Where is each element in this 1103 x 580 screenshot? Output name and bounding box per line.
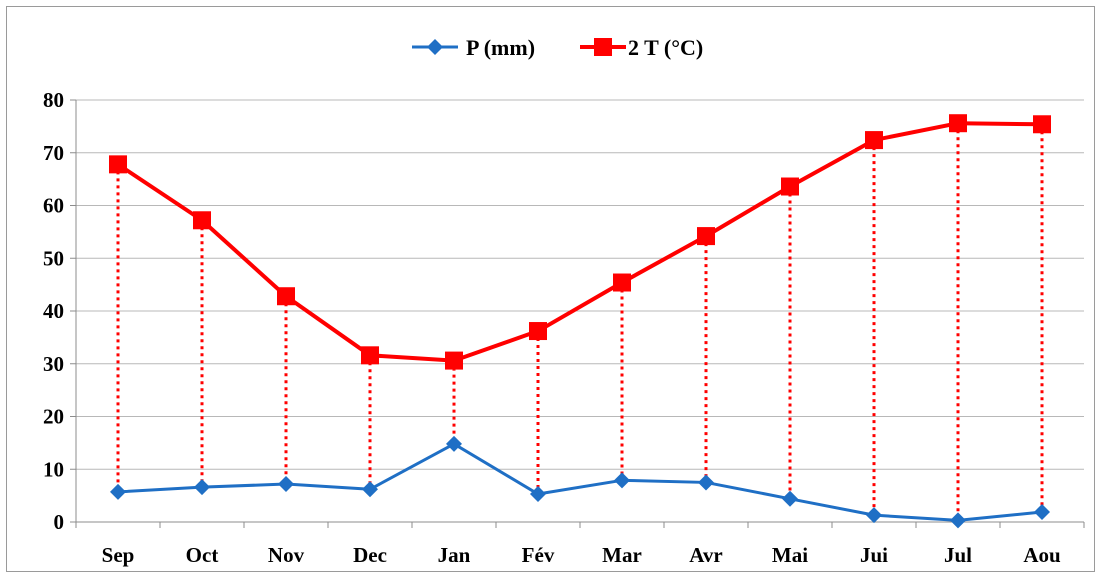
legend-marker-temperature (594, 38, 612, 56)
legend-label-precipitation: P (mm) (466, 35, 535, 60)
drop-lines (116, 123, 1044, 521)
data-point-precipitation (782, 490, 798, 507)
legend-label-temperature: 2 T (°C) (628, 35, 703, 60)
legend-marker-precipitation (427, 39, 443, 55)
x-tick-label: Mai (772, 543, 808, 567)
data-point-temperature (529, 322, 547, 341)
y-tick-label: 40 (43, 299, 64, 323)
data-point-precipitation (362, 481, 378, 498)
data-point-precipitation (194, 479, 210, 496)
x-tick-label: Mar (602, 543, 642, 567)
data-point-precipitation (446, 435, 462, 452)
series-line-precipitation (117, 442, 1043, 522)
data-point-temperature (109, 155, 127, 174)
data-point-temperature (697, 227, 715, 246)
y-tick-label: 80 (43, 88, 64, 112)
data-point-temperature (445, 351, 463, 370)
y-tick-label: 30 (43, 352, 64, 376)
data-point-precipitation (278, 476, 294, 493)
x-tick-label: Sep (102, 543, 135, 567)
data-point-precipitation (614, 472, 630, 489)
x-tick-label: Aou (1023, 543, 1061, 567)
x-axis-ticks: Sep Oct Nov Dec Jan Fév Mar Avr Mai Jui Jul Aou (102, 543, 1061, 567)
x-tick-label: Avr (689, 543, 722, 567)
series-line-temperature (116, 121, 1043, 363)
data-point-temperature (193, 211, 211, 230)
x-tick-label: Jul (944, 543, 972, 567)
x-tick-label: Jui (860, 543, 888, 567)
data-point-temperature (277, 287, 295, 306)
y-tick-label: 60 (43, 194, 64, 218)
y-tick-label: 10 (43, 457, 64, 481)
y-tick-label: 70 (43, 141, 64, 165)
x-tick-label: Jan (438, 543, 471, 567)
x-tick-label: Oct (186, 543, 219, 567)
data-point-temperature (1033, 115, 1051, 134)
y-tick-label: 0 (54, 510, 65, 534)
x-tick-label: Nov (268, 543, 305, 567)
x-tick-label: Dec (353, 543, 387, 567)
data-point-precipitation (530, 486, 546, 503)
y-axis-ticks: 0 10 20 30 40 50 60 70 80 (43, 88, 64, 534)
data-point-precipitation (1034, 503, 1050, 520)
data-point-precipitation (110, 483, 126, 500)
data-point-precipitation (866, 507, 882, 524)
data-point-temperature (361, 346, 379, 365)
data-point-precipitation (698, 474, 714, 491)
y-tick-label: 50 (43, 246, 64, 270)
gridlines (70, 99, 1085, 528)
series-layer (109, 114, 1051, 529)
data-point-temperature (865, 131, 883, 150)
legend: P (mm) 2 T (°C) (412, 35, 703, 60)
data-point-temperature (781, 177, 799, 196)
y-tick-label: 20 (43, 405, 64, 429)
data-point-temperature (949, 114, 967, 133)
x-tick-label: Fév (522, 543, 555, 567)
data-point-precipitation (950, 512, 966, 529)
data-point-temperature (613, 273, 631, 292)
